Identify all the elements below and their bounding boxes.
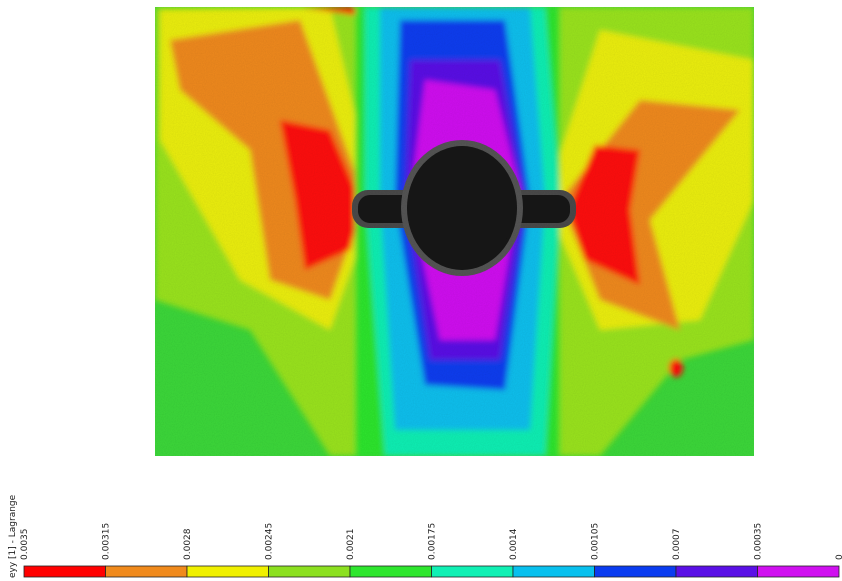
legend-title: eyy [1] - Lagrange — [8, 494, 18, 578]
colorbar-segment — [23, 565, 106, 578]
colorbar-segment — [512, 565, 595, 578]
colorbar-tick-label: 0.00035 — [754, 523, 764, 560]
colorbar-segment — [431, 565, 514, 578]
colorbar-segment — [349, 565, 432, 578]
colorbar-segment — [105, 565, 188, 578]
colorbar-tick-label: 0.0035 — [20, 529, 30, 561]
colorbar-segment — [675, 565, 758, 578]
colorbar-tick-label: 0 — [835, 554, 842, 560]
colorbar-tick-label: 0.0007 — [672, 529, 682, 561]
colorbar-tick-label: 0.00245 — [265, 523, 275, 560]
colorbar-segment — [268, 565, 351, 578]
colorbar-tick-label: 0.0021 — [346, 529, 356, 561]
colorbar-tick-label: 0.00105 — [591, 523, 601, 560]
specimen-hole — [352, 140, 576, 276]
colorbar-tick-label: 0.0028 — [183, 528, 193, 560]
colorbar-tick-label: 0.00315 — [102, 523, 112, 560]
colorbar-segment — [757, 565, 840, 578]
colorbar-segment — [594, 565, 677, 578]
colorbar-tick-label: 0.00175 — [428, 523, 438, 560]
strain-field — [155, 7, 754, 456]
colorbar-segment — [186, 565, 269, 578]
colorbar-tick-label: 0.0014 — [509, 528, 519, 560]
